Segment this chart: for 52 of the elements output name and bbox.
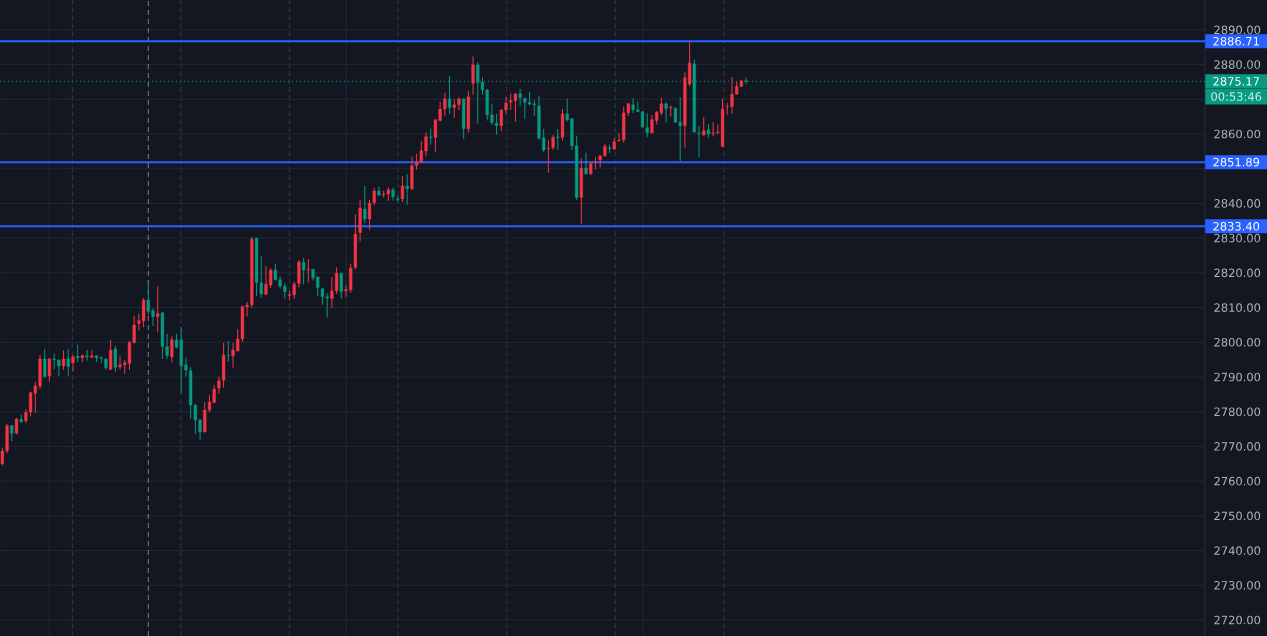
candlestick: [297, 259, 301, 288]
candlestick: [471, 56, 475, 96]
candlestick: [85, 349, 89, 362]
candlestick: [47, 357, 52, 383]
y-tick-label: 2840.00: [1214, 199, 1261, 208]
candlestick: [391, 186, 395, 202]
candlestick: [170, 335, 174, 363]
y-tick-label: 2810.00: [1214, 303, 1261, 312]
y-tick-label: 2800.00: [1214, 337, 1261, 347]
y-tick-label: 2750.00: [1214, 511, 1261, 521]
candlestick: [306, 258, 310, 284]
ref-line-label: 2875.17: [1213, 76, 1259, 86]
candlestick: [518, 88, 522, 107]
candlestick: [495, 113, 499, 136]
candlestick: [513, 92, 518, 122]
text: 00:53:46: [1211, 92, 1262, 101]
ref-line-label: 2833.40: [1213, 222, 1260, 231]
y-tick-label: 2720.00: [1214, 615, 1261, 625]
candlestick: [109, 339, 113, 371]
candlestick: [43, 348, 47, 378]
candlestick: [664, 101, 668, 124]
y-tick-label: 2760.00: [1214, 476, 1261, 486]
y-tick-label: 2790.00: [1214, 372, 1261, 382]
y-tick-label: 2770.00: [1214, 442, 1261, 451]
candlestick: [66, 348, 70, 377]
candlestick: [560, 108, 565, 142]
candlestick: [141, 297, 146, 328]
candlestick: [71, 354, 75, 372]
candlestick: [302, 257, 306, 285]
candlestick: [405, 173, 409, 206]
y-tick-label: 2890.00: [1214, 25, 1261, 35]
y-tick-label: 2830.00: [1214, 233, 1261, 243]
candlestick: [400, 175, 405, 203]
candlestick: [556, 128, 560, 151]
y-tick-label: 2740.00: [1214, 546, 1261, 555]
candlestick: [334, 266, 339, 295]
candlestick: [339, 272, 343, 300]
candlestick: [113, 345, 117, 373]
y-tick-label: 2860.00: [1214, 129, 1261, 139]
y-tick-label: 2880.00: [1214, 60, 1261, 69]
y-tick-label: 2780.00: [1214, 407, 1261, 417]
candlestick: [156, 285, 160, 334]
y-tick-label: 2730.00: [1214, 580, 1261, 590]
y-tick-label: 2820.00: [1214, 268, 1261, 278]
candlestick: [363, 185, 367, 224]
candlestick: [226, 340, 230, 363]
candlestick: [61, 349, 66, 371]
candlestick: [546, 139, 550, 174]
candlestick: [702, 116, 706, 137]
ref-line-label: 2886.71: [1213, 36, 1259, 46]
ref-line-label: 2851.89: [1213, 157, 1260, 167]
candlestick: [584, 152, 588, 175]
